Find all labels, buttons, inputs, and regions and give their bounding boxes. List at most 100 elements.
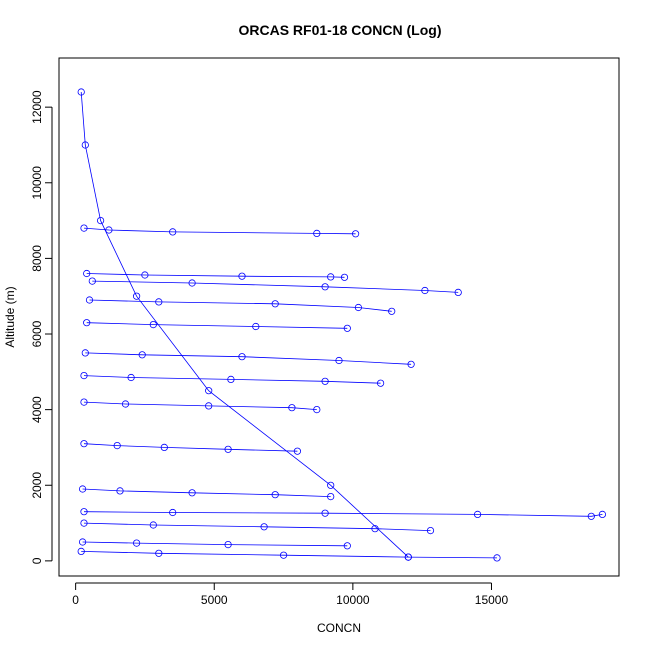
data-point [321, 283, 329, 291]
data-point [155, 549, 163, 557]
data-point [340, 273, 349, 281]
data-point [205, 402, 213, 410]
data-point [354, 303, 362, 312]
data-point [188, 489, 196, 497]
data-point [133, 539, 141, 547]
y-tick-label: 10000 [30, 166, 44, 200]
data-point [404, 553, 412, 561]
data-point [271, 300, 279, 308]
series-line [82, 488, 331, 497]
series-line [85, 352, 412, 365]
y-tick-label: 0 [30, 557, 44, 564]
data-point [80, 508, 88, 516]
data-point [271, 491, 279, 499]
data-point [376, 379, 385, 387]
data-point [80, 440, 88, 448]
data-point [138, 351, 146, 359]
y-tick-label: 2000 [30, 472, 44, 499]
series-line [83, 401, 317, 410]
series-line [81, 551, 498, 559]
data-point [327, 481, 335, 489]
data-point [141, 271, 149, 279]
data-point [238, 272, 246, 280]
data-point [188, 279, 196, 287]
data-point [80, 398, 88, 406]
series-line [83, 227, 356, 235]
series-line [89, 299, 392, 312]
data-point [454, 288, 462, 296]
x-tick-label: 10000 [336, 593, 370, 607]
data-point [116, 487, 124, 495]
data-point [83, 319, 91, 327]
data-point [426, 526, 435, 535]
series-line [82, 541, 348, 547]
data-point [493, 554, 501, 562]
x-axis-label: CONCN [317, 621, 361, 635]
data-point [80, 224, 88, 232]
data-point [80, 371, 88, 380]
y-tick-label: 12000 [30, 90, 44, 124]
data-point [371, 525, 379, 533]
data-point [293, 447, 301, 455]
data-point [80, 519, 88, 527]
data-point [238, 353, 246, 361]
x-tick-label: 5000 [201, 593, 228, 607]
data-point [327, 492, 335, 501]
y-tick-label: 6000 [30, 320, 44, 347]
data-point [252, 322, 260, 331]
data-point [288, 404, 296, 412]
data-point [169, 228, 177, 236]
data-point [587, 512, 595, 520]
data-point [81, 349, 89, 357]
data-point [224, 540, 232, 549]
data-point [81, 141, 89, 149]
data-point [260, 523, 268, 531]
data-point [335, 356, 343, 365]
data-point [473, 510, 482, 519]
data-point [88, 277, 96, 285]
data-layer [77, 88, 607, 562]
data-point [598, 510, 607, 519]
data-point [105, 226, 113, 234]
data-point [321, 509, 329, 517]
data-point [79, 538, 87, 546]
data-point [407, 360, 415, 368]
data-point [149, 320, 157, 329]
x-tick-label: 15000 [475, 593, 509, 607]
y-tick-label: 8000 [30, 245, 44, 272]
data-point [421, 286, 429, 295]
series-line [83, 511, 603, 517]
data-point [321, 377, 329, 385]
y-axis: 0 2000 4000 6000 8000 10000 12000 [30, 90, 53, 564]
data-point [227, 375, 235, 383]
series-line [92, 280, 459, 293]
data-point [343, 542, 351, 550]
data-point [79, 485, 87, 493]
data-point [205, 387, 213, 395]
data-point [169, 508, 177, 517]
data-point [155, 298, 163, 306]
x-tick-label: 0 [72, 593, 79, 607]
data-point [97, 217, 105, 225]
series-line [83, 443, 298, 452]
y-axis-label: Altitude (m) [3, 286, 17, 347]
series-line [86, 322, 348, 329]
x-axis: 0 5000 10000 15000 [72, 582, 509, 607]
data-point [279, 551, 288, 559]
chart-title: ORCAS RF01-18 CONCN (Log) [238, 22, 441, 38]
data-point [149, 521, 157, 529]
data-point [343, 324, 351, 332]
series-line [80, 91, 409, 558]
data-point [127, 373, 135, 382]
plot-area-frame [58, 57, 620, 577]
data-point [121, 400, 130, 408]
data-point [313, 405, 321, 414]
data-point [113, 441, 121, 450]
data-point [77, 547, 85, 556]
data-point [313, 229, 321, 237]
data-point [351, 230, 360, 238]
data-point [327, 273, 335, 281]
y-tick-label: 4000 [30, 396, 44, 423]
